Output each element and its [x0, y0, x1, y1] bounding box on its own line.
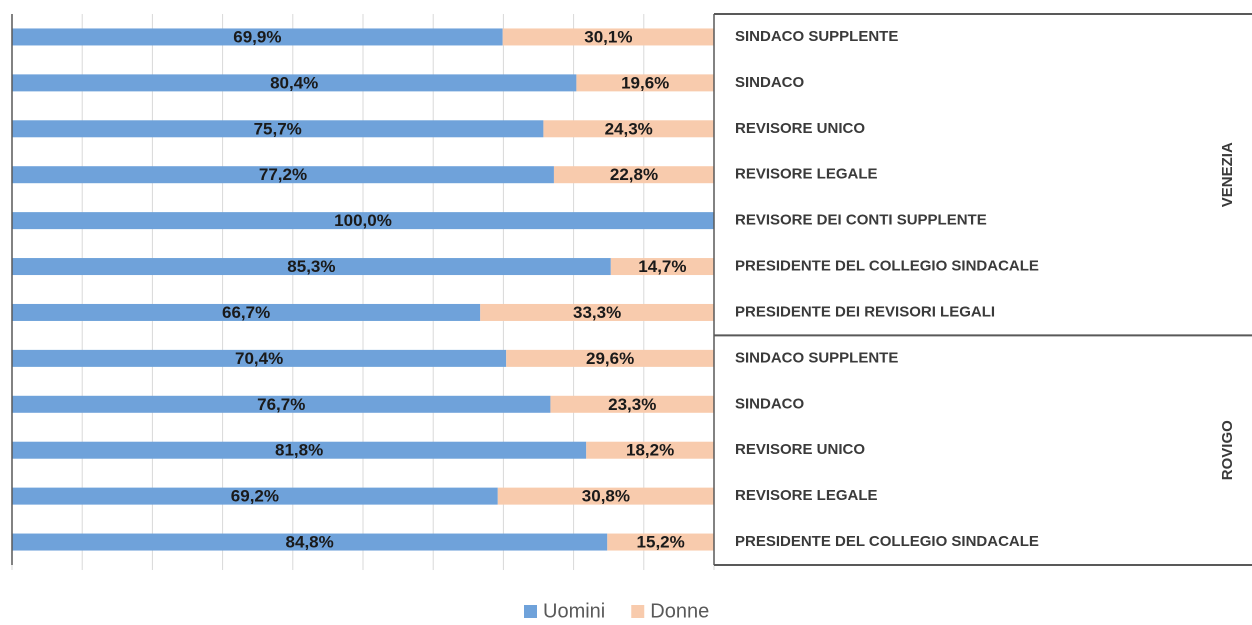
bar-segment — [506, 349, 714, 367]
value-label: 85,3% — [287, 257, 335, 276]
value-label: 19,6% — [621, 73, 669, 92]
category-label: REVISORE LEGALE — [735, 487, 878, 504]
value-label: 22,8% — [610, 165, 658, 184]
bar-segment — [480, 303, 714, 321]
value-label: 81,8% — [275, 441, 323, 460]
bar-segment — [576, 74, 714, 92]
bar-segment — [12, 166, 554, 184]
value-label: 24,3% — [605, 119, 653, 138]
bar-segment — [12, 28, 503, 46]
group-label: VENEZIA — [1219, 142, 1236, 207]
category-label: PRESIDENTE DEL COLLEGIO SINDACALE — [735, 533, 1039, 550]
bar-segment — [610, 258, 714, 276]
value-label: 77,2% — [259, 165, 307, 184]
bar-segment — [586, 441, 714, 459]
value-label: 23,3% — [608, 395, 656, 414]
value-label: 76,7% — [257, 395, 305, 414]
bar-segment — [553, 166, 714, 184]
value-label: 29,6% — [586, 349, 634, 368]
value-label: 18,2% — [626, 441, 674, 460]
value-label: 66,7% — [222, 303, 270, 322]
category-label: PRESIDENTE DEI REVISORI LEGALI — [735, 303, 995, 320]
bar-segment — [12, 533, 608, 551]
bar-segment — [12, 303, 481, 321]
category-label: REVISORE UNICO — [735, 441, 865, 458]
bar-segment — [502, 28, 714, 46]
legend-label: Uomini — [543, 600, 605, 622]
value-label: 30,1% — [584, 27, 632, 46]
value-label: 15,2% — [637, 533, 685, 552]
group-label: ROVIGO — [1219, 420, 1236, 480]
value-label: 84,8% — [286, 533, 334, 552]
bar-segment — [607, 533, 714, 551]
value-label: 80,4% — [270, 73, 318, 92]
bar-segment — [12, 212, 714, 230]
value-label: 100,0% — [334, 211, 392, 230]
value-label: 75,7% — [254, 119, 302, 138]
bar-segment — [12, 258, 611, 276]
value-label: 14,7% — [638, 257, 686, 276]
legend-swatch — [524, 605, 537, 618]
bar-segment — [497, 487, 714, 505]
category-label: SINDACO SUPPLENTE — [735, 349, 898, 366]
bar-segment — [12, 74, 577, 92]
bar-segment — [12, 395, 551, 413]
category-label: PRESIDENTE DEL COLLEGIO SINDACALE — [735, 258, 1039, 275]
value-label: 30,8% — [582, 487, 630, 506]
bar-segment — [12, 120, 544, 138]
category-label: SINDACO — [735, 395, 805, 412]
value-label: 69,9% — [233, 27, 281, 46]
category-label: SINDACO SUPPLENTE — [735, 28, 898, 45]
legend-swatch — [631, 605, 645, 618]
bar-segment — [550, 395, 714, 413]
category-label: REVISORE LEGALE — [735, 166, 878, 183]
bar-segment — [12, 349, 507, 367]
category-label: REVISORE UNICO — [735, 120, 865, 137]
category-label: REVISORE DEI CONTI SUPPLENTE — [735, 212, 987, 229]
bar-segment — [543, 120, 714, 138]
legend-label: Donne — [650, 600, 709, 622]
value-label: 33,3% — [573, 303, 621, 322]
category-label: SINDACO — [735, 74, 805, 91]
value-label: 70,4% — [235, 349, 283, 368]
bar-segment — [12, 441, 587, 459]
value-label: 69,2% — [231, 487, 279, 506]
bar-segment — [12, 487, 498, 505]
